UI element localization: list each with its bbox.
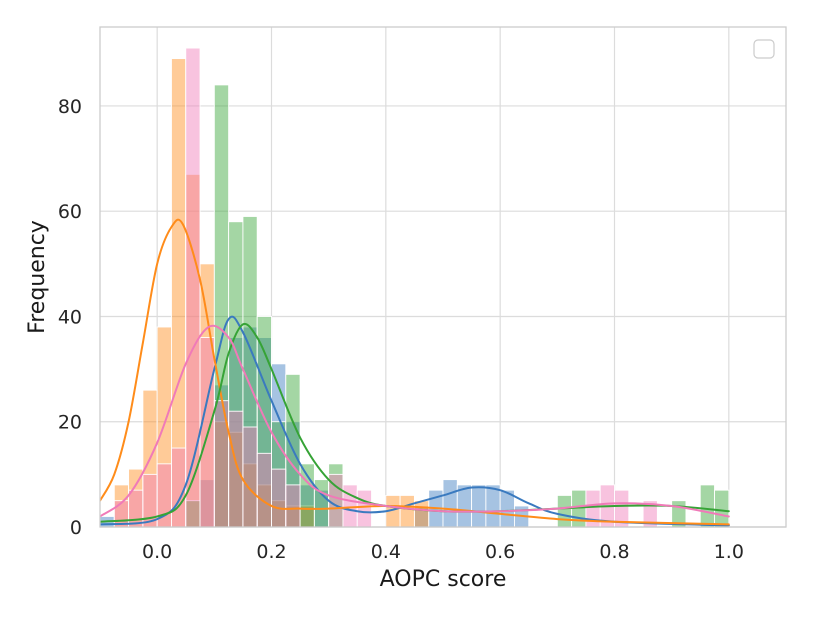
histogram-bar-series-3: [556, 494, 573, 527]
histogram-bar-series-3: [714, 489, 730, 527]
x-tick-label: 0.6: [485, 541, 515, 563]
y-tick-label: 80: [58, 96, 82, 118]
histogram-bar-series-4: [242, 426, 258, 527]
x-tick-label: 0.0: [142, 541, 172, 563]
histogram-bar-series-4: [185, 47, 201, 527]
x-tick-label: 0.4: [371, 541, 401, 563]
histogram-bar-series-4: [614, 489, 630, 527]
kde-line-series-1: [100, 315, 730, 527]
y-tick-labels: 0 20 40 60 80: [58, 96, 82, 539]
x-tick-labels: 0.0 0.2 0.4 0.6 0.8 1.0: [142, 541, 744, 563]
kde-line-series-2: [100, 218, 730, 526]
x-tick-label: 1.0: [714, 541, 744, 563]
kde-line-series-4: [100, 324, 730, 518]
histogram-bar-series-4: [285, 484, 301, 527]
y-axis-label: Frequency: [25, 220, 50, 334]
y-tick-label: 20: [58, 412, 82, 434]
histogram-bar-series-3: [299, 463, 315, 527]
histogram-bar-series-1: [471, 484, 487, 527]
histogram-bar-series-4: [271, 468, 287, 527]
histogram-bar-series-4: [171, 447, 187, 527]
histogram-bar-series-4: [356, 489, 372, 527]
kde-curves: [100, 218, 730, 527]
histogram-bar-series-1: [442, 479, 458, 527]
y-tick-label: 0: [70, 517, 82, 539]
x-axis-label: AOPC score: [380, 567, 507, 592]
histogram-bar-series-2: [413, 500, 430, 527]
histogram-bar-series-2: [399, 494, 415, 527]
y-tick-label: 60: [58, 201, 82, 223]
legend-box: [753, 39, 775, 59]
plot-frame: [99, 26, 787, 528]
x-tick-label: 0.8: [599, 541, 629, 563]
histogram-bar-series-1: [485, 484, 501, 527]
y-tick-label: 40: [58, 306, 82, 328]
histogram-bar-series-3: [699, 484, 715, 527]
x-tick-label: 0.2: [256, 541, 286, 563]
histogram-bar-series-4: [228, 410, 244, 527]
histogram-bar-series-4: [128, 489, 144, 527]
histogram-bar-series-4: [256, 452, 272, 527]
